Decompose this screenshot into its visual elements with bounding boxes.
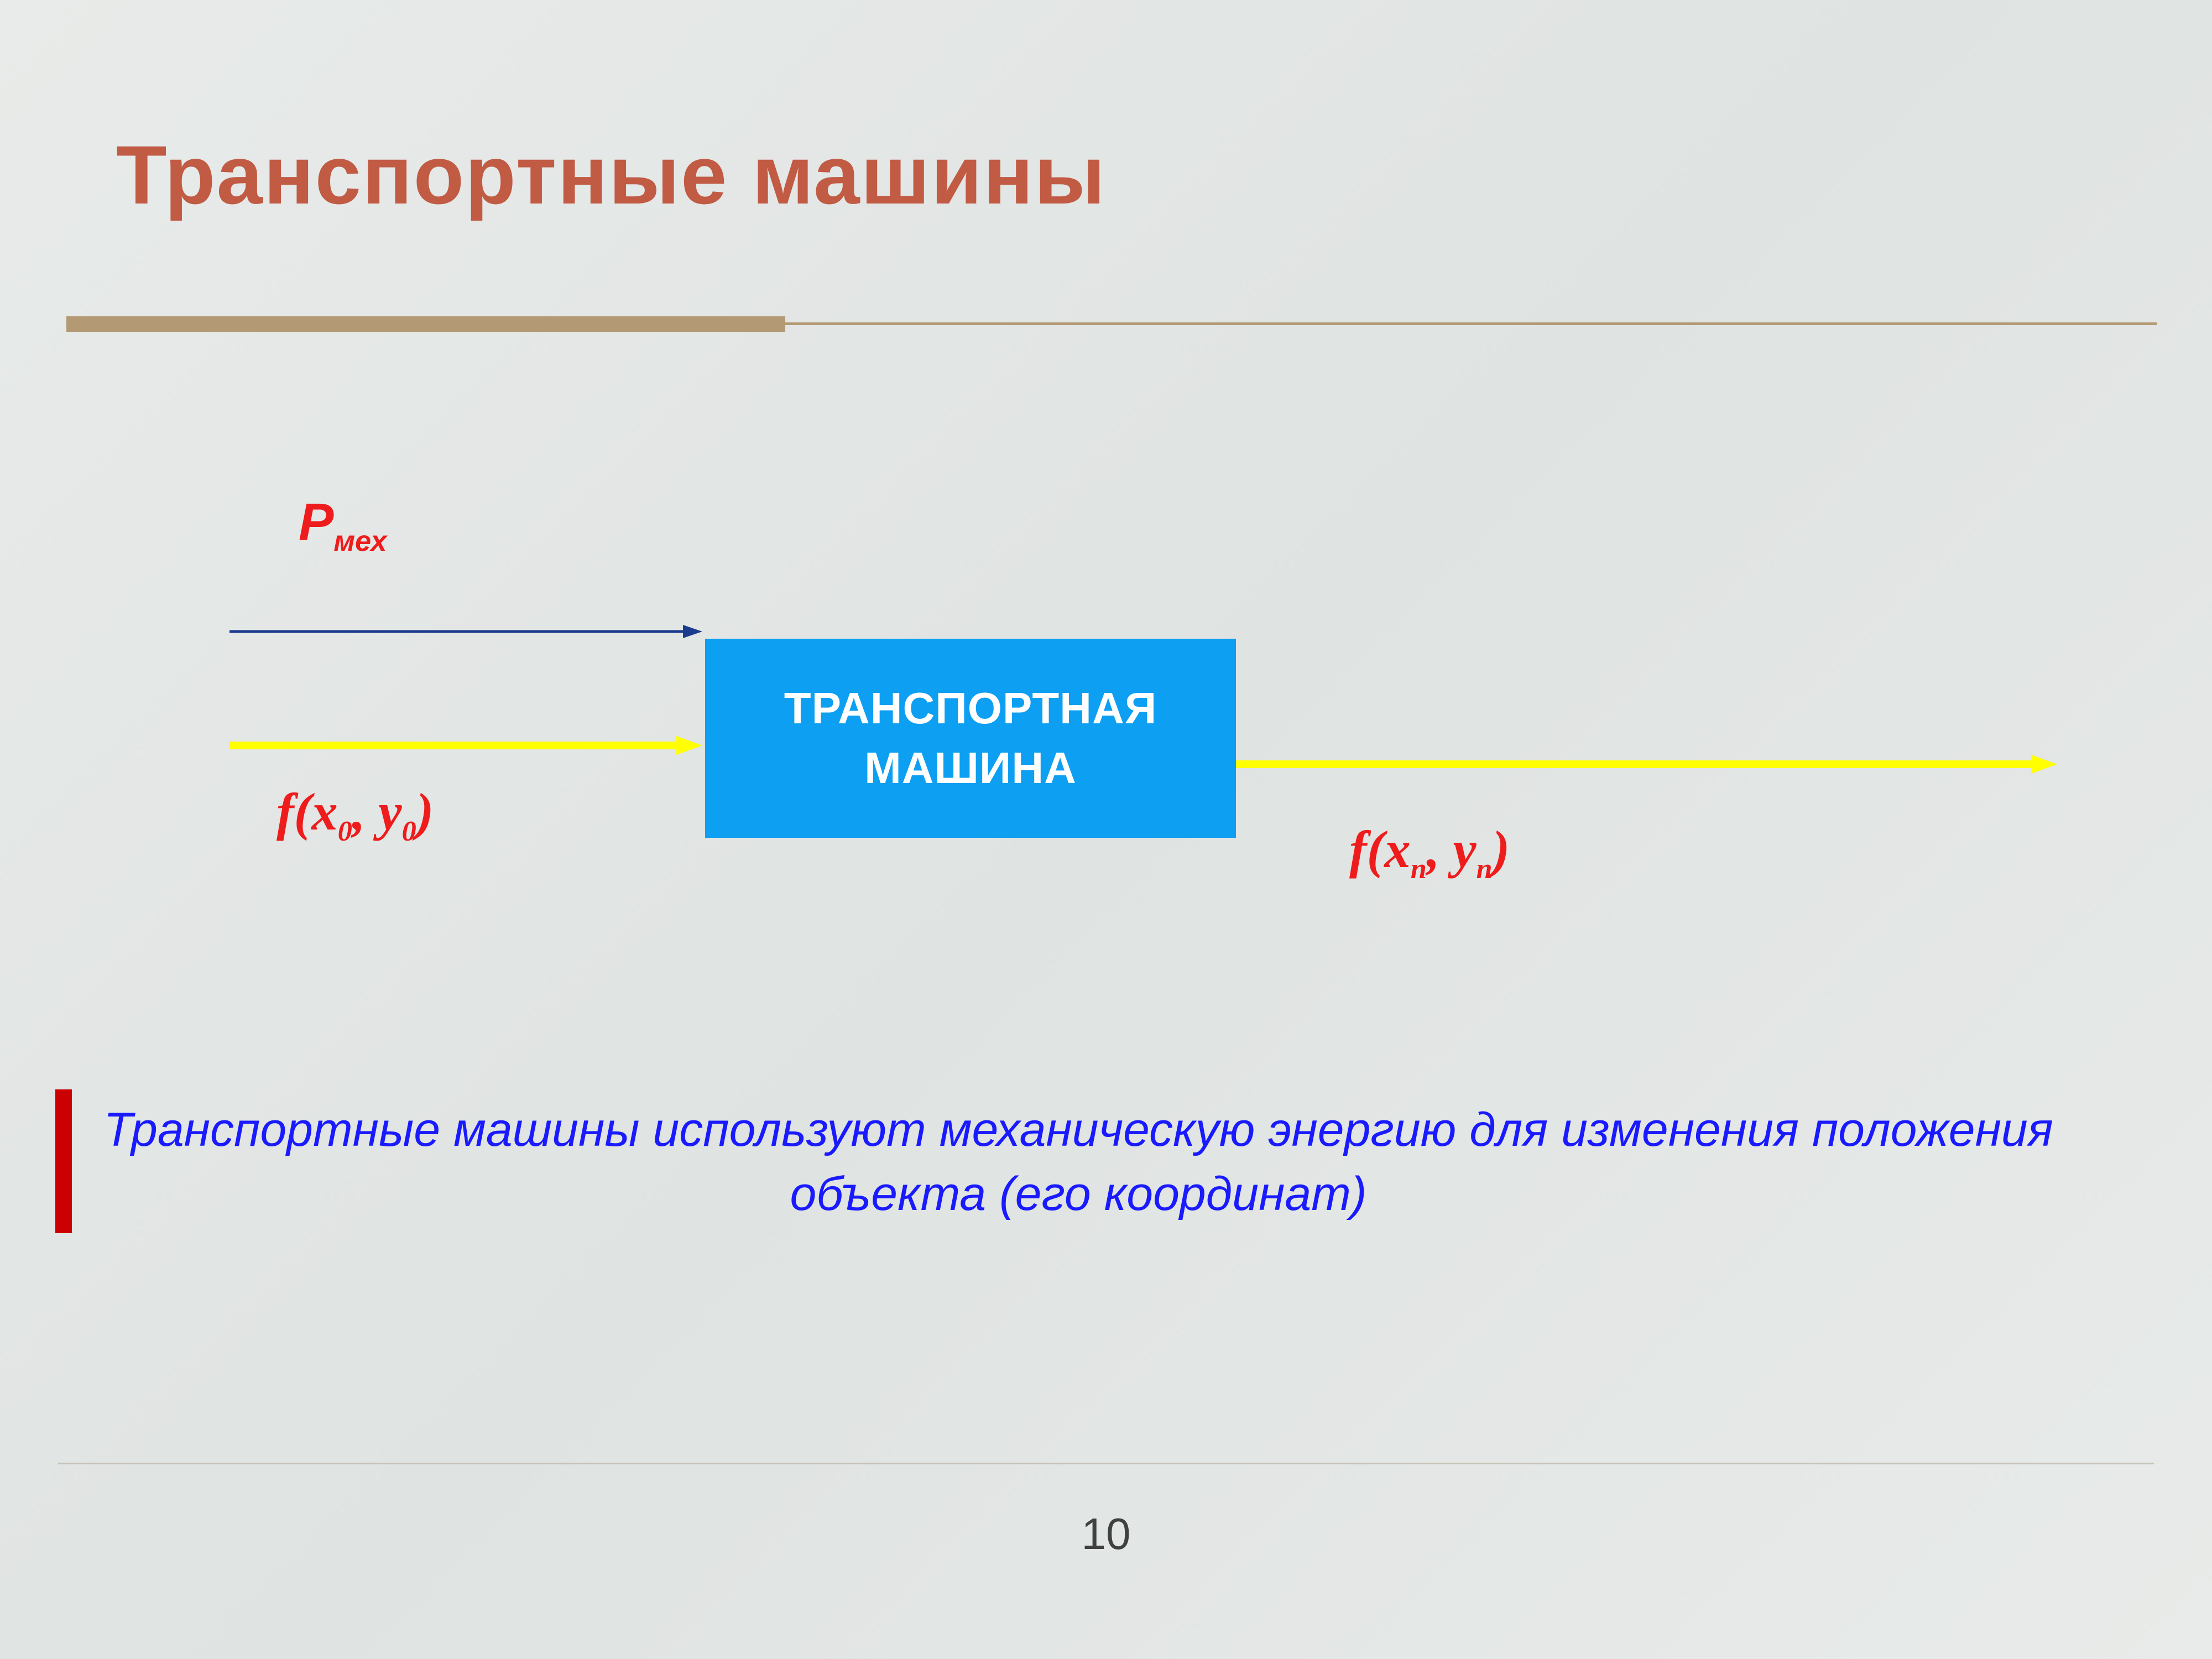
label-p-mex: Рмех — [299, 492, 387, 558]
caption-text: Транспортные машины используют механичес… — [91, 1098, 2065, 1226]
arrow-power-in — [229, 623, 702, 640]
node-transport-machine: ТРАНСПОРТНАЯ МАШИНА — [705, 639, 1236, 838]
slide-title: Транспортные машины — [116, 127, 1106, 223]
f-in-sub1: 0 — [338, 815, 352, 847]
node-label: ТРАНСПОРТНАЯ МАШИНА — [733, 679, 1208, 798]
label-f-in: f(x0, y0) — [276, 781, 434, 848]
f-in-sub2: 0 — [402, 815, 416, 847]
f-in-mid: , y — [352, 782, 402, 841]
f-out-prefix: f(x — [1349, 820, 1411, 879]
arrow-coord-out — [1236, 753, 2057, 775]
f-in-prefix: f(x — [276, 782, 338, 841]
label-f-out: f(xn, yn) — [1349, 819, 1510, 885]
f-out-suffix: ) — [1493, 820, 1510, 879]
divider-thin — [785, 322, 2157, 325]
p-mex-sub: мех — [333, 525, 387, 557]
arrow-coord-in — [229, 734, 702, 757]
p-mex-main: Р — [299, 493, 333, 551]
footer-divider — [58, 1463, 2154, 1464]
f-out-sub1: n — [1411, 853, 1427, 885]
f-out-sub2: n — [1477, 853, 1493, 885]
page-number: 10 — [0, 1509, 2212, 1559]
slide: Транспортные машины Рмех ТРАНСПОРТНАЯ МА… — [0, 0, 2212, 1659]
f-out-mid: , y — [1427, 820, 1477, 879]
caption-accent-bar — [55, 1089, 72, 1233]
f-in-suffix: ) — [416, 782, 434, 841]
divider-thick — [66, 316, 785, 332]
